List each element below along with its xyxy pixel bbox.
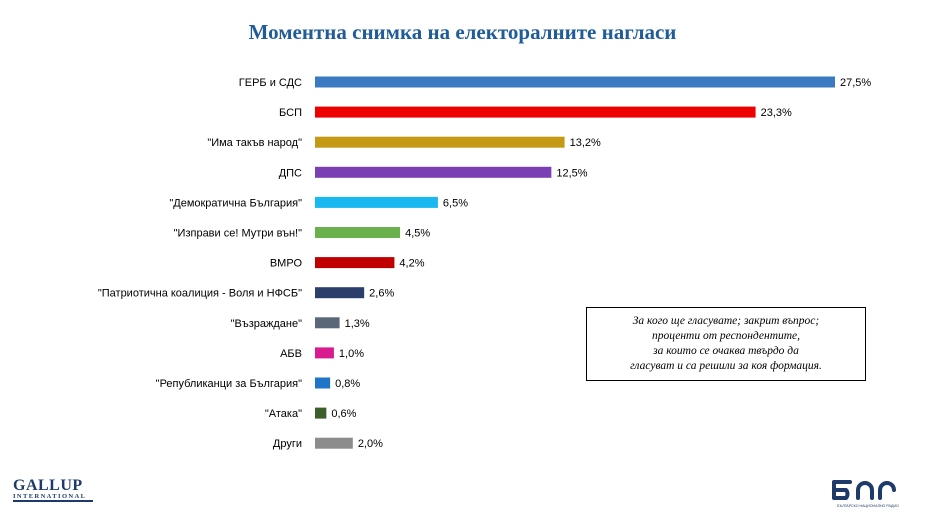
bar [315, 106, 756, 118]
bar [315, 76, 835, 88]
bar [315, 287, 365, 299]
category-label: ВМРО [270, 258, 303, 270]
bar [315, 317, 340, 329]
category-label: "Има такъв народ" [207, 137, 302, 149]
bar [315, 257, 395, 269]
bnr-logo-sub: БЪЛГАРСКО НАЦИОНАЛНО РАДИО [837, 504, 899, 508]
bar [315, 136, 565, 148]
value-label: 1,3% [345, 318, 370, 330]
bnr-logo-mark [832, 480, 896, 500]
category-label: "Атака" [265, 408, 302, 420]
value-label: 2,6% [369, 288, 394, 300]
category-label: "Възраждане" [231, 318, 302, 330]
note-line: проценти от респондентите, [651, 330, 801, 342]
category-label: АБВ [280, 348, 302, 360]
value-label: 2,0% [358, 438, 383, 450]
chart-title: Моментна снимка на електоралните нагласи [248, 20, 677, 44]
category-label: ДПС [279, 167, 302, 179]
value-label: 0,8% [335, 378, 360, 390]
bar [315, 437, 353, 449]
gallup-logo-main: GALLUP [13, 477, 83, 494]
note-box: За кого ще гласувате; закрит въпрос; про… [586, 307, 866, 381]
value-label: 13,2% [570, 137, 601, 149]
bar [315, 196, 438, 208]
bar [315, 227, 401, 238]
value-label: 1,0% [339, 348, 364, 360]
gallup-logo: GALLUP INTERNATIONAL [13, 478, 93, 502]
category-label: БСП [279, 107, 302, 119]
note-line: гласуват и са решили за коя формация. [630, 360, 822, 372]
note-text: За кого ще гласувате; закрит въпрос; про… [630, 314, 822, 374]
category-label: ГЕРБ и СДС [239, 77, 302, 89]
bnr-logo: БЪЛГАРСКО НАЦИОНАЛНО РАДИО [832, 480, 899, 508]
value-label: 4,2% [399, 258, 424, 270]
bar [315, 377, 331, 389]
note-line: за които се очаква твърдо да [653, 345, 799, 357]
value-label: 27,5% [840, 77, 871, 89]
category-label: "Изправи се! Мутри вън!" [174, 228, 302, 240]
bar [315, 166, 552, 178]
category-label: "Патриотична коалиция - Воля и НФСБ" [98, 288, 302, 300]
value-label: 4,5% [405, 228, 430, 240]
category-label: Други [273, 438, 302, 450]
gallup-logo-sub: INTERNATIONAL [13, 493, 87, 500]
note-line: За кого ще гласувате; закрит въпрос; [632, 315, 820, 327]
value-label: 12,5% [556, 167, 587, 179]
value-label: 0,6% [331, 408, 356, 420]
value-label: 6,5% [443, 197, 468, 209]
category-label: "Демократична България" [169, 197, 302, 209]
value-label: 23,3% [761, 107, 792, 119]
bar [315, 407, 327, 419]
bar [315, 347, 334, 359]
category-label: "Републиканци за България" [156, 378, 302, 390]
